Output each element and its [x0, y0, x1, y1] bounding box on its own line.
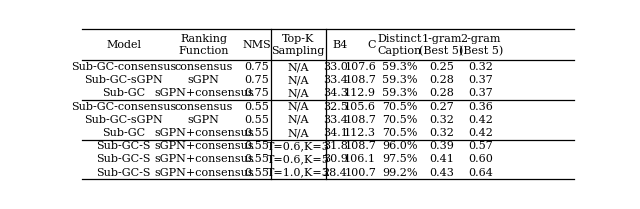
Text: N/A: N/A	[287, 62, 309, 72]
Text: 105.6: 105.6	[344, 102, 376, 112]
Text: 32.5: 32.5	[323, 102, 348, 112]
Text: 59.3%: 59.3%	[382, 62, 417, 72]
Text: 0.32: 0.32	[468, 62, 493, 72]
Text: 108.7: 108.7	[344, 141, 376, 151]
Text: Sub-GC: Sub-GC	[102, 88, 145, 98]
Text: N/A: N/A	[287, 88, 309, 98]
Text: NMS: NMS	[242, 40, 271, 50]
Text: 0.32: 0.32	[429, 128, 454, 138]
Text: 30.9: 30.9	[323, 154, 348, 164]
Text: 0.41: 0.41	[429, 154, 454, 164]
Text: 0.42: 0.42	[468, 115, 493, 125]
Text: 34.3: 34.3	[323, 88, 348, 98]
Text: 0.55: 0.55	[244, 128, 269, 138]
Text: sGPN+consensus: sGPN+consensus	[154, 141, 253, 151]
Text: Model: Model	[106, 40, 141, 50]
Text: sGPN+consensus: sGPN+consensus	[154, 88, 253, 98]
Text: 28.4: 28.4	[323, 168, 348, 178]
Text: B4: B4	[332, 40, 348, 50]
Text: 0.57: 0.57	[468, 141, 493, 151]
Text: 106.1: 106.1	[344, 154, 376, 164]
Text: 0.27: 0.27	[429, 102, 454, 112]
Text: 0.37: 0.37	[468, 75, 493, 85]
Text: 99.2%: 99.2%	[382, 168, 417, 178]
Text: 97.5%: 97.5%	[382, 154, 417, 164]
Text: 34.1: 34.1	[323, 128, 348, 138]
Text: Sub-GC-S: Sub-GC-S	[97, 141, 151, 151]
Text: 59.3%: 59.3%	[382, 88, 417, 98]
Text: 70.5%: 70.5%	[382, 115, 417, 125]
Text: 0.55: 0.55	[244, 115, 269, 125]
Text: Top-K
Sampling: Top-K Sampling	[271, 34, 325, 56]
Text: sGPN+consensus: sGPN+consensus	[154, 154, 253, 164]
Text: 0.37: 0.37	[468, 88, 493, 98]
Text: 0.55: 0.55	[244, 154, 269, 164]
Text: T=1.0,K=3: T=1.0,K=3	[267, 168, 330, 178]
Text: Sub-GC-consensus: Sub-GC-consensus	[71, 102, 177, 112]
Text: 0.28: 0.28	[429, 88, 454, 98]
Text: Sub-GC: Sub-GC	[102, 128, 145, 138]
Text: 0.42: 0.42	[468, 128, 493, 138]
Text: 31.8: 31.8	[323, 141, 348, 151]
Text: Sub-GC-S: Sub-GC-S	[97, 168, 151, 178]
Text: consensus: consensus	[175, 102, 233, 112]
Text: 0.60: 0.60	[468, 154, 493, 164]
Text: Ranking
Function: Ranking Function	[179, 34, 229, 56]
Text: 0.75: 0.75	[244, 88, 269, 98]
Text: N/A: N/A	[287, 115, 309, 125]
Text: 112.9: 112.9	[344, 88, 376, 98]
Text: N/A: N/A	[287, 75, 309, 85]
Text: 96.0%: 96.0%	[382, 141, 417, 151]
Text: 1-gram
(Best 5): 1-gram (Best 5)	[419, 34, 463, 56]
Text: 0.64: 0.64	[468, 168, 493, 178]
Text: 100.7: 100.7	[344, 168, 376, 178]
Text: consensus: consensus	[175, 62, 233, 72]
Text: 0.36: 0.36	[468, 102, 493, 112]
Text: 0.25: 0.25	[429, 62, 454, 72]
Text: N/A: N/A	[287, 128, 309, 138]
Text: Distinct
Caption: Distinct Caption	[378, 34, 422, 56]
Text: 2-gram
(Best 5): 2-gram (Best 5)	[459, 34, 503, 56]
Text: 107.6: 107.6	[344, 62, 376, 72]
Text: 108.7: 108.7	[344, 75, 376, 85]
Text: 0.39: 0.39	[429, 141, 454, 151]
Text: 112.3: 112.3	[344, 128, 376, 138]
Text: 70.5%: 70.5%	[382, 128, 417, 138]
Text: 0.28: 0.28	[429, 75, 454, 85]
Text: N/A: N/A	[287, 102, 309, 112]
Text: Sub-GC-sGPN: Sub-GC-sGPN	[84, 115, 163, 125]
Text: 0.43: 0.43	[429, 168, 454, 178]
Text: 0.75: 0.75	[244, 75, 269, 85]
Text: Sub-GC-consensus: Sub-GC-consensus	[71, 62, 177, 72]
Text: 0.55: 0.55	[244, 102, 269, 112]
Text: 0.55: 0.55	[244, 141, 269, 151]
Text: 33.4: 33.4	[323, 75, 348, 85]
Text: 0.32: 0.32	[429, 115, 454, 125]
Text: 33.0: 33.0	[323, 62, 348, 72]
Text: Sub-GC-sGPN: Sub-GC-sGPN	[84, 75, 163, 85]
Text: C: C	[367, 40, 376, 50]
Text: sGPN+consensus: sGPN+consensus	[154, 128, 253, 138]
Text: 70.5%: 70.5%	[382, 102, 417, 112]
Text: Sub-GC-S: Sub-GC-S	[97, 154, 151, 164]
Text: 33.4: 33.4	[323, 115, 348, 125]
Text: sGPN+consensus: sGPN+consensus	[154, 168, 253, 178]
Text: T=0.6,K=5: T=0.6,K=5	[267, 154, 330, 164]
Text: 108.7: 108.7	[344, 115, 376, 125]
Text: sGPN: sGPN	[188, 115, 220, 125]
Text: T=0.6,K=3: T=0.6,K=3	[267, 141, 330, 151]
Text: sGPN: sGPN	[188, 75, 220, 85]
Text: 0.55: 0.55	[244, 168, 269, 178]
Text: 59.3%: 59.3%	[382, 75, 417, 85]
Text: 0.75: 0.75	[244, 62, 269, 72]
